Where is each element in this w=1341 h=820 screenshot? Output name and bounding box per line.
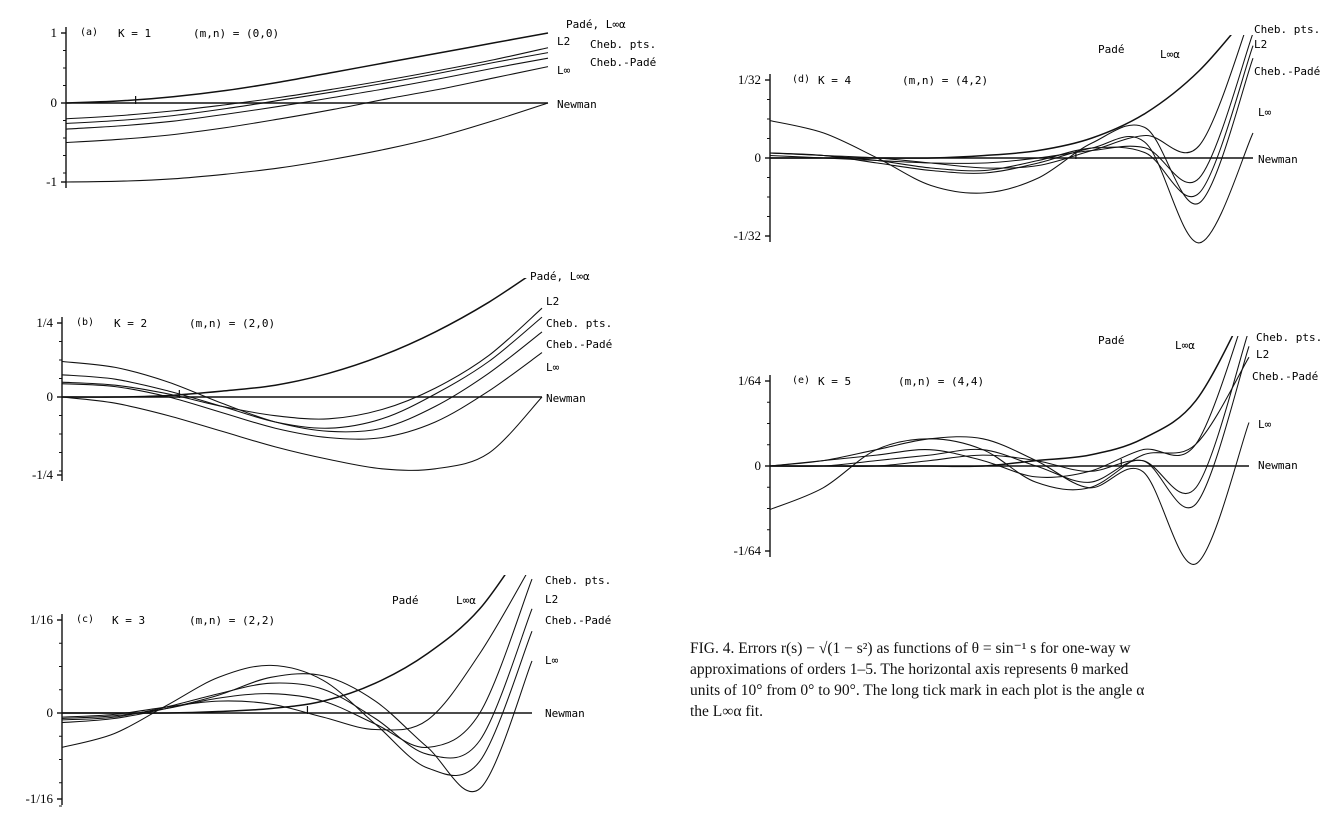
series-label: Padé [1098,43,1125,56]
series-label: Cheb. pts. [546,317,612,330]
series-line-5 [769,422,1250,565]
series-label: Cheb. pts. [590,38,656,51]
series-line-5 [61,660,533,792]
series-line-1 [61,575,527,731]
y-tick-label: 0 [47,389,54,404]
series-label: L∞α [1160,48,1180,61]
series-line-1 [65,47,549,120]
y-tick-label: -1/32 [734,228,761,243]
y-tick-label: -1/4 [32,467,53,482]
series-label: Cheb. pts. [545,574,611,587]
chart-panel-2: 1/16 0 -1/16 (c) K = 3 (m,n) = (2,2) Padé L∞α Ch… [26,574,611,807]
panel-letter: (a) [80,27,98,38]
y-tick-label: 1/64 [738,373,762,388]
series-label: L2 [557,35,570,48]
series-label: L∞ [1258,418,1272,431]
y-tick-label: 1/16 [30,612,54,627]
series-label: Cheb.-Padé [1254,65,1320,78]
series-label: L∞α [456,594,476,607]
y-tick-label: -1/64 [734,543,762,558]
panel-mn: (m,n) = (2,2) [189,614,275,627]
y-tick-label: 0 [47,705,54,720]
series-label: L2 [1256,348,1269,361]
chart-panel-4: 1/64 0 -1/64 (e) K = 5 (m,n) = (4,4) Padé L∞α Ch… [734,331,1322,565]
series-label: Padé, L∞α [566,18,626,31]
series-line-4 [61,352,543,440]
series-label: Padé [1098,334,1125,347]
series-line-5 [61,396,543,471]
series-line-2 [65,52,549,125]
series-label: Cheb. pts. [1256,331,1322,344]
series-label: L∞α [1175,339,1195,352]
y-tick-label: 0 [755,150,762,165]
series-label: Newman [557,98,597,111]
series-line-4 [65,66,549,144]
y-tick-label: -1 [46,174,57,189]
y-tick-label: -1/16 [26,791,54,806]
series-line-2 [61,316,543,429]
series-line-5 [65,102,549,183]
series-line-0 [65,32,549,104]
y-tick-label: 0 [51,95,58,110]
series-label: Newman [545,707,585,720]
series-line-2 [770,336,1248,495]
panel-k: K = 2 [114,317,147,330]
figure-caption: FIG. 4. Errors r(s) − √(1 − s²) as funct… [690,640,1145,720]
series-label: L2 [546,295,559,308]
series-line-1 [769,35,1245,169]
series-line-1 [61,307,543,420]
series-label: Newman [546,392,586,405]
series-label: L∞ [1258,106,1272,119]
chart-panel-0: 1 0 -1 (a) K = 1 (m,n) = (0,0) Padé, L∞α L2 Cheb… [46,18,656,189]
series-line-3 [61,331,543,433]
series-label: Cheb.-Padé [546,338,612,351]
chart-panel-3: 1/32 0 -1/32 (d) K = 4 (m,n) = (4,2) Padé L∞α Ch… [734,23,1320,244]
series-line-4 [769,356,1250,510]
panel-mn: (m,n) = (2,0) [189,317,275,330]
y-tick-label: 0 [755,458,762,473]
y-tick-label: 1 [51,25,58,40]
series-label: L2 [545,593,558,606]
y-tick-label: 1/32 [738,72,761,87]
panel-k: K = 4 [818,74,851,87]
series-line-4 [769,58,1254,205]
series-label: L∞ [545,654,559,667]
series-line-3 [65,57,549,130]
panel-letter: (d) [792,74,810,85]
y-tick-label: 1/4 [36,315,53,330]
series-line-3 [769,346,1250,509]
panel-k: K = 5 [818,375,851,388]
series-label: Cheb.-Padé [545,614,611,627]
panel-letter: (e) [792,375,810,386]
series-line-2 [769,35,1253,184]
series-line-0 [61,278,527,398]
panel-k: K = 1 [118,27,151,40]
series-line-1 [769,336,1239,478]
panel-mn: (m,n) = (4,2) [902,74,988,87]
series-label: Cheb.-Padé [590,56,656,69]
series-label: Cheb. pts. [1254,23,1320,36]
series-label: L∞ [557,64,571,77]
panel-letter: (c) [76,614,94,625]
series-label: Newman [1258,459,1298,472]
series-label: L2 [1254,38,1267,51]
series-line-3 [61,608,533,759]
panel-mn: (m,n) = (0,0) [193,27,279,40]
series-label: Cheb.-Padé [1252,370,1318,383]
chart-panel-1: 1/4 0 -1/4 (b) K = 2 (m,n) = (2,0) Padé, L∞α L2… [32,270,612,482]
panel-k: K = 3 [112,614,145,627]
series-label: L∞ [546,361,560,374]
series-line-4 [61,631,533,776]
series-line-3 [769,45,1254,197]
series-line-5 [769,132,1254,244]
series-label: Padé [392,594,419,607]
panel-letter: (b) [76,317,94,328]
series-label: Newman [1258,153,1298,166]
panel-mn: (m,n) = (4,4) [898,375,984,388]
series-label: Padé, L∞α [530,270,590,283]
